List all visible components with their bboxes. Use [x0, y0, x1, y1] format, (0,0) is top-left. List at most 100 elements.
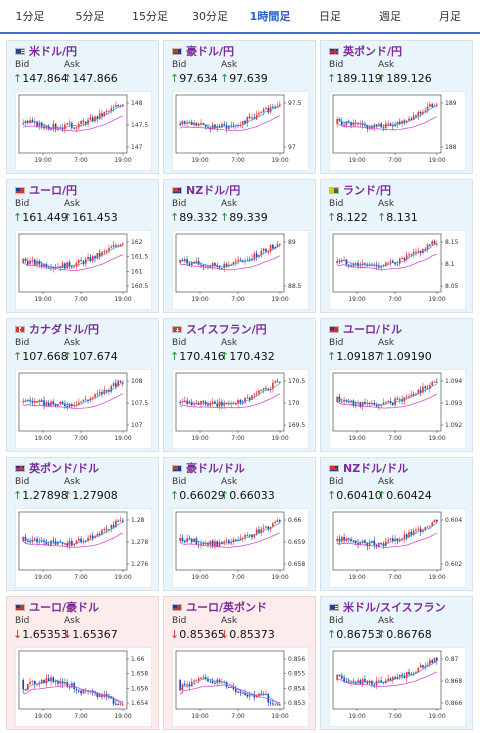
chart-container[interactable]: 97.5 97 19:00 7:00 19:00 — [172, 91, 309, 171]
chart-container[interactable]: 1.28 1.278 1.276 19:00 7:00 19:00 — [15, 508, 152, 588]
y-tick-label: 161.5 — [131, 254, 148, 261]
rate-card[interactable]: 豪ドル/ドル Bid Ask ↑0.66029 ↑0.66033 0.66 0.6… — [163, 457, 316, 591]
tab-1[interactable]: 5分足 — [75, 10, 105, 23]
card-header[interactable]: 米ドル/円 — [15, 44, 77, 58]
candle-body — [436, 657, 438, 661]
candle-body — [336, 261, 338, 263]
chart-container[interactable]: 0.66 0.659 0.658 19:00 7:00 19:00 — [172, 508, 309, 588]
pair-name[interactable]: NZドル/ドル — [343, 462, 409, 475]
candle-body — [391, 260, 394, 263]
rate-card[interactable]: 米ドル/スイスフラン Bid Ask ↑0.86753 ↑0.86768 0.8… — [320, 596, 473, 730]
rate-card[interactable]: 米ドル/円 Bid Ask ↑147.864 ↑147.866 148 147.5… — [6, 40, 159, 174]
card-header[interactable]: ユーロ/ドル — [329, 322, 402, 336]
x-tick-label: 7:00 — [231, 574, 245, 581]
x-tick-label: 7:00 — [74, 296, 88, 303]
chart-container[interactable]: 162 161.5 161 160.5 19:00 7:00 19:00 — [15, 230, 152, 310]
pair-name[interactable]: 豪ドル/円 — [186, 45, 235, 58]
flag-icon — [172, 603, 182, 611]
pair-name[interactable]: スイスフラン/円 — [186, 323, 267, 336]
candle-body — [373, 684, 376, 686]
card-header[interactable]: NZドル/ドル — [329, 461, 408, 475]
ma-short-line — [180, 383, 280, 405]
tab-2[interactable]: 15分足 — [132, 10, 168, 23]
candle-body — [410, 394, 413, 397]
chart-container[interactable]: 148 147.5 147 19:00 7:00 19:00 — [15, 91, 152, 171]
rate-card[interactable]: ユーロ/英ポンド Bid Ask ↓0.85365 ↓0.85373 0.856… — [163, 596, 316, 730]
chart-container[interactable]: 1.66 1.658 1.656 1.654 19:00 7:00 19:00 — [15, 647, 152, 727]
candle-body — [36, 401, 38, 403]
rate-card[interactable]: スイスフラン/円 Bid Ask ↑170.416 ↑170.432 170.5… — [163, 318, 316, 452]
rate-card[interactable]: 英ポンド/円 Bid Ask ↑189.119 ↑189.126 189 188 1… — [320, 40, 473, 174]
pair-name[interactable]: カナダドル/円 — [29, 323, 100, 336]
chart-container[interactable]: 0.856 0.855 0.854 0.853 19:00 7:00 19:00 — [172, 647, 309, 727]
pair-name[interactable]: 豪ドル/ドル — [186, 462, 246, 475]
tab-4[interactable]: 1時間足 — [249, 10, 291, 23]
chart-container[interactable]: 0.87 0.868 0.866 19:00 7:00 19:00 — [329, 647, 466, 727]
rate-card[interactable]: ランド/円 Bid Ask ↑8.122 ↑8.131 8.15 8.1 8.05 1… — [320, 179, 473, 313]
card-header[interactable]: 豪ドル/円 — [172, 44, 234, 58]
pair-name[interactable]: 英ポンド/円 — [343, 45, 403, 58]
chart-container[interactable]: 0.604 0.602 19:00 7:00 19:00 — [329, 508, 466, 588]
card-header[interactable]: ユーロ/円 — [15, 183, 77, 197]
tab-5[interactable]: 日足 — [319, 10, 341, 23]
chart-container[interactable]: 108 107.5 107 19:00 7:00 19:00 — [15, 369, 152, 449]
candle-body — [75, 689, 78, 691]
candle-body — [57, 403, 59, 406]
pair-name[interactable]: 米ドル/円 — [29, 45, 78, 58]
pair-name[interactable]: ユーロ/ドル — [343, 323, 403, 336]
tab-6[interactable]: 週足 — [379, 10, 401, 23]
pair-name[interactable]: 英ポンド/ドル — [29, 462, 100, 475]
card-header[interactable]: カナダドル/円 — [15, 322, 99, 336]
candle-body — [193, 680, 195, 682]
rate-card[interactable]: NZドル/円 Bid Ask ↑89.332 ↑89.339 89 88.5 19:… — [163, 179, 316, 313]
candle-body — [64, 403, 66, 407]
candle-body — [33, 538, 36, 540]
tab-7[interactable]: 月足 — [439, 10, 461, 23]
pair-name[interactable]: ユーロ/豪ドル — [29, 601, 100, 614]
chart-container[interactable]: 89 88.5 19:00 7:00 19:00 — [172, 230, 309, 310]
tab-0[interactable]: 1分足 — [15, 10, 45, 23]
chart-container[interactable]: 8.15 8.1 8.05 19:00 7:00 19:00 — [329, 230, 466, 310]
card-header[interactable]: ランド/円 — [329, 183, 391, 197]
candle-body — [33, 121, 36, 123]
pair-name[interactable]: ユーロ/英ポンド — [186, 601, 268, 614]
rate-card[interactable]: NZドル/ドル Bid Ask ↑0.60410 ↑0.60424 0.604 0… — [320, 457, 473, 591]
tab-3[interactable]: 30分足 — [192, 10, 228, 23]
candle-body — [209, 403, 212, 406]
candle-body — [80, 120, 82, 124]
card-header[interactable]: 英ポンド/円 — [329, 44, 402, 58]
rate-card[interactable]: ユーロ/豪ドル Bid Ask ↓1.65353 ↓1.65367 1.66 1.… — [6, 596, 159, 730]
rate-card[interactable]: カナダドル/円 Bid Ask ↑107.668 ↑107.674 108 107… — [6, 318, 159, 452]
chart-container[interactable]: 189 188 19:00 7:00 19:00 — [329, 91, 466, 171]
pair-name[interactable]: ユーロ/円 — [29, 184, 78, 197]
candle-body — [251, 117, 253, 119]
candle-body — [269, 702, 272, 704]
card-header[interactable]: ユーロ/英ポンド — [172, 600, 267, 614]
card-header[interactable]: 英ポンド/ドル — [15, 461, 99, 475]
card-header[interactable]: スイスフラン/円 — [172, 322, 267, 336]
candle-body — [98, 113, 101, 119]
rate-card[interactable]: ユーロ/円 Bid Ask ↑161.449 ↑161.453 162 161.5… — [6, 179, 159, 313]
candle-body — [45, 402, 48, 407]
card-header[interactable]: ユーロ/豪ドル — [15, 600, 99, 614]
rate-card[interactable]: 豪ドル/円 Bid Ask ↑97.634 ↑97.639 97.5 97 19:0… — [163, 40, 316, 174]
arrow-up-icon: ↑ — [377, 489, 387, 502]
ma-short-line — [22, 521, 123, 545]
bid-label: Bid — [329, 616, 344, 626]
card-header[interactable]: 米ドル/スイスフラン — [329, 600, 446, 614]
rate-card[interactable]: ユーロ/ドル Bid Ask ↑1.09187 ↑1.09190 1.094 1.… — [320, 318, 473, 452]
card-header[interactable]: 豪ドル/ドル — [172, 461, 245, 475]
candle-body — [436, 381, 438, 383]
candle-body — [71, 266, 73, 268]
pair-name[interactable]: 米ドル/スイスフラン — [343, 601, 446, 614]
rate-card[interactable]: 英ポンド/ドル Bid Ask ↑1.27898 ↑1.27908 1.28 1.… — [6, 457, 159, 591]
card-header[interactable]: NZドル/円 — [172, 183, 240, 197]
pair-name[interactable]: NZドル/円 — [186, 184, 241, 197]
chart-container[interactable]: 1.094 1.093 1.092 19:00 7:00 19:00 — [329, 369, 466, 449]
chart-container[interactable]: 170.5 170 169.5 19:00 7:00 19:00 — [172, 369, 309, 449]
pair-name[interactable]: ランド/円 — [343, 184, 392, 197]
candle-body — [73, 266, 75, 268]
